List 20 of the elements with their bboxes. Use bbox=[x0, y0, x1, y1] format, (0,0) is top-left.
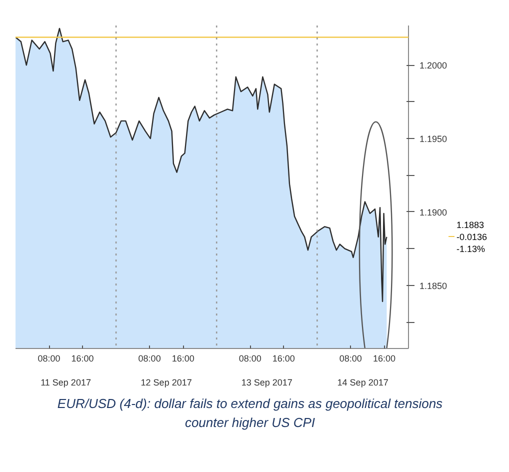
x-tick-label: 16:00 bbox=[71, 354, 94, 364]
y-tick-label: 1.2000 bbox=[420, 60, 448, 71]
x-tick-label: 16:00 bbox=[372, 354, 396, 364]
text: 14 Sep 2017 bbox=[337, 378, 388, 388]
x-tick-label: 16:00 bbox=[272, 354, 295, 364]
y-tick-label: 1.1950 bbox=[420, 134, 448, 144]
text: -1.13% bbox=[456, 244, 486, 254]
text: 12 Sep 2017 bbox=[140, 378, 192, 388]
text: -0.0136 bbox=[456, 232, 488, 242]
x-tick-label: 08:00 bbox=[238, 354, 262, 364]
text: EUR/USD (4-d): dollar fails to extend gains as geopolitical tensions counter higher US CPI bbox=[56, 395, 444, 432]
text: 13 Sep 2017 bbox=[241, 378, 292, 388]
x-tick-label: 16:00 bbox=[172, 354, 194, 364]
x-tick-label: 08:00 bbox=[138, 354, 161, 364]
text: 11 Sep 2017 bbox=[40, 378, 91, 388]
y-tick-label: 1.1850 bbox=[420, 280, 448, 291]
text: 1.1883 bbox=[456, 220, 484, 230]
y-tick-label: 1.1900 bbox=[420, 207, 448, 218]
x-tick-label: 08:00 bbox=[339, 354, 362, 364]
x-tick-label: 08:00 bbox=[38, 354, 60, 364]
